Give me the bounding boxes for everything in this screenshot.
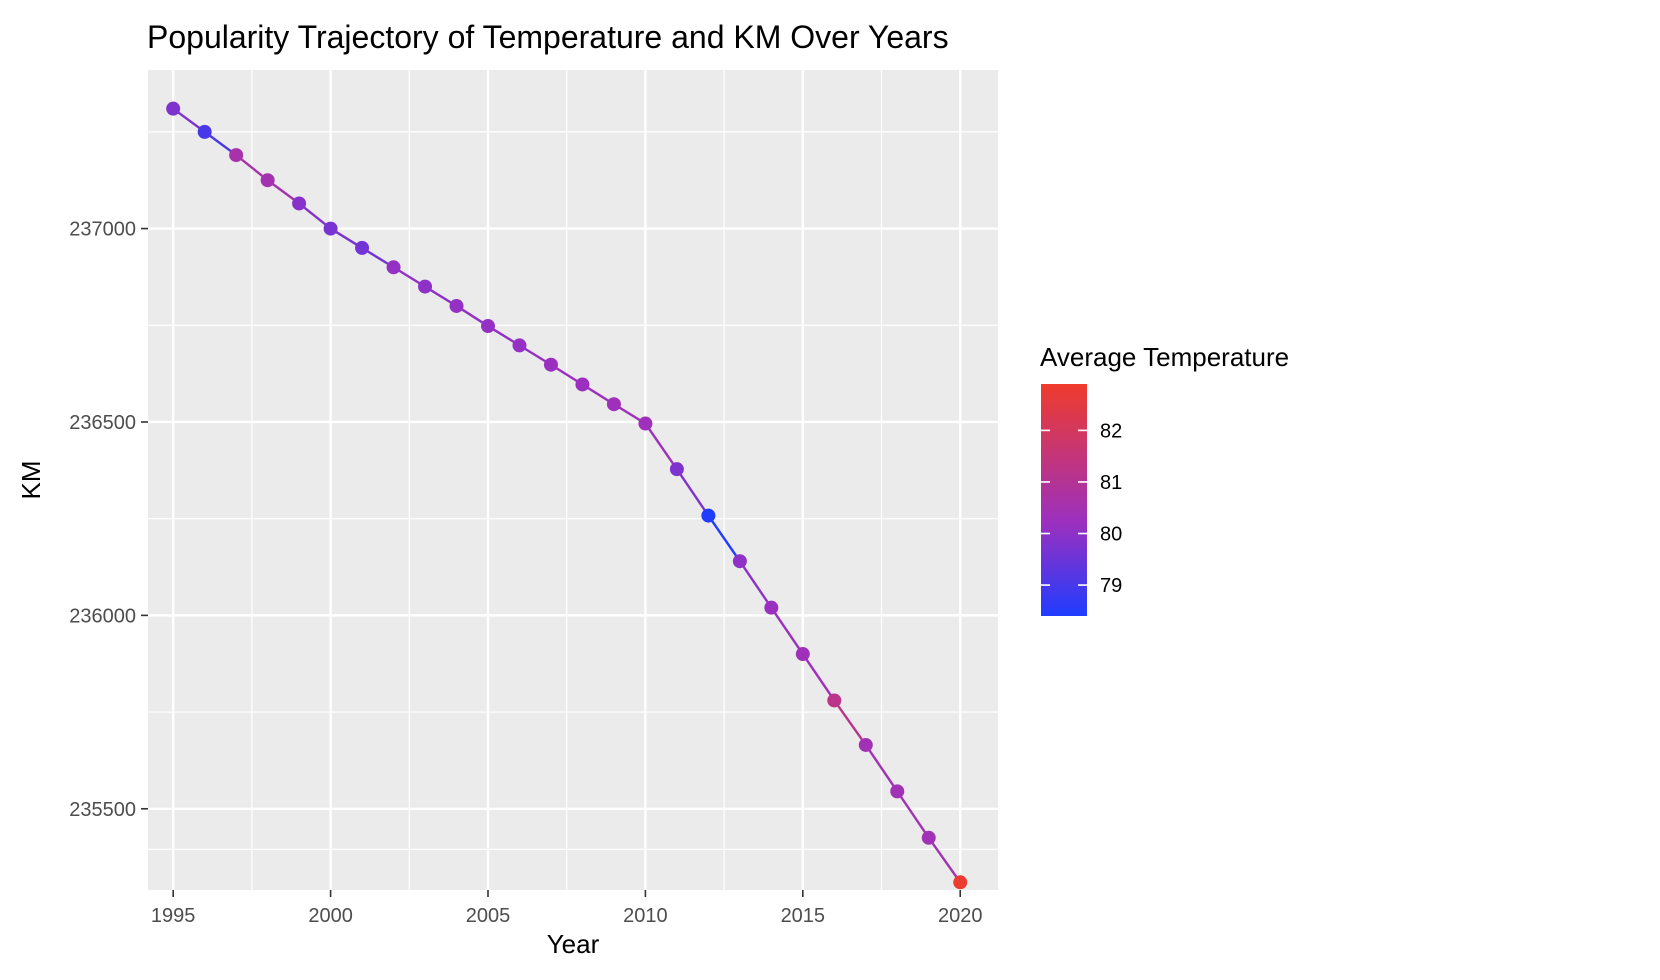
- data-point: [732, 554, 747, 569]
- plot-panel: [148, 70, 998, 890]
- x-tick-label: 2005: [466, 905, 511, 927]
- data-point: [543, 357, 558, 372]
- x-axis-title: Year: [547, 929, 600, 959]
- line-segment: [801, 653, 836, 702]
- legend-tick-label: 80: [1100, 524, 1122, 546]
- y-axis-ticks: 235500 236000 236500 237000: [69, 219, 148, 821]
- data-point: [827, 693, 842, 708]
- line-segment: [864, 744, 899, 793]
- data-point: [953, 875, 968, 890]
- y-tick-label: 236000: [69, 605, 136, 627]
- line-segment: [833, 699, 867, 746]
- line-segment: [644, 422, 678, 470]
- data-point: [260, 173, 275, 188]
- y-tick-label: 237000: [69, 219, 136, 241]
- data-point: [197, 124, 212, 139]
- chart-title: Popularity Trajectory of Temperature and…: [147, 19, 949, 55]
- data-point: [355, 240, 370, 255]
- legend-tick-label: 79: [1100, 575, 1122, 597]
- grid-minor: [148, 70, 998, 890]
- data-point: [858, 737, 873, 752]
- data-point: [575, 377, 590, 392]
- data-point: [229, 148, 244, 163]
- data-point: [638, 416, 653, 431]
- x-axis-ticks: 1995 2000 2005 2010 2015 2020: [151, 890, 983, 927]
- data-point: [323, 221, 338, 236]
- data-point: [890, 784, 905, 799]
- data-point: [921, 830, 936, 845]
- line-segment: [896, 790, 930, 839]
- series-points: [166, 101, 968, 890]
- data-point: [449, 298, 464, 313]
- data-point: [512, 338, 527, 353]
- legend-title: Average Temperature: [1040, 342, 1289, 372]
- x-tick-label: 2010: [623, 905, 668, 927]
- legend-colorbar: [1041, 384, 1087, 616]
- data-point: [606, 397, 621, 412]
- legend-tick-label: 82: [1100, 420, 1122, 442]
- line-segment: [738, 560, 773, 609]
- legend-ticks: 79 80 81 82: [1041, 420, 1122, 597]
- line-segment: [675, 468, 710, 517]
- line-segment: [770, 606, 804, 655]
- grid-major: [148, 70, 998, 890]
- data-point: [764, 600, 779, 615]
- data-point: [701, 508, 716, 523]
- y-tick-label: 236500: [69, 412, 136, 434]
- line-segment: [707, 514, 741, 562]
- data-point: [669, 462, 684, 477]
- data-point: [795, 647, 810, 662]
- x-tick-label: 2020: [938, 905, 983, 927]
- data-point: [418, 279, 433, 294]
- color-legend: Average Temperature 79 80 81 82: [1040, 342, 1289, 616]
- x-tick-label: 2015: [781, 905, 826, 927]
- line-segment: [927, 837, 962, 883]
- data-point: [481, 319, 495, 334]
- y-tick-label: 235500: [69, 799, 136, 821]
- data-point: [292, 196, 307, 211]
- x-tick-label: 1995: [151, 905, 196, 927]
- data-point: [386, 260, 401, 275]
- data-point: [166, 101, 181, 116]
- y-axis-title: KM: [16, 461, 46, 500]
- x-tick-label: 2000: [308, 905, 353, 927]
- legend-tick-label: 81: [1100, 472, 1122, 494]
